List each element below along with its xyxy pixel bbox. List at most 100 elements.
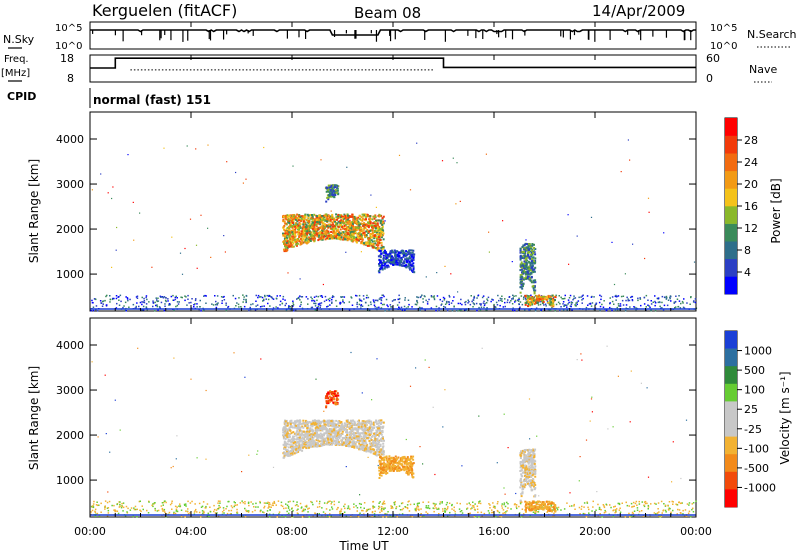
echo-pixel <box>573 295 575 297</box>
echo-pixel <box>304 443 307 446</box>
echo-pixel <box>525 299 527 301</box>
echo-pixel <box>653 512 656 514</box>
echo-pixel <box>263 298 265 301</box>
echo-pixel <box>682 513 684 515</box>
echo-pixel <box>531 258 533 261</box>
echo-pixel <box>658 511 660 513</box>
echo-pixel <box>419 446 421 448</box>
echo-pixel <box>145 296 147 299</box>
echo-pixel <box>610 506 612 509</box>
echo-pixel <box>376 239 379 242</box>
echo-pixel <box>327 232 330 235</box>
echo-pixel <box>572 298 574 301</box>
echo-pixel <box>133 507 135 509</box>
echo-pixel <box>352 224 354 227</box>
echo-pixel <box>531 262 534 265</box>
echo-pixel <box>380 234 383 237</box>
echo-pixel <box>191 500 193 503</box>
echo-pixel <box>359 494 361 496</box>
echo-pixel <box>349 215 352 218</box>
echo-pixel <box>157 300 160 302</box>
echo-pixel <box>663 232 665 234</box>
echo-pixel <box>368 427 371 430</box>
echo-pixel <box>369 301 372 303</box>
echo-pixel <box>503 413 505 415</box>
echo-pixel <box>398 306 400 308</box>
echo-pixel <box>567 299 570 301</box>
echo-pixel <box>228 500 230 503</box>
echo-pixel <box>90 505 93 508</box>
echo-pixel <box>217 502 219 504</box>
echo-pixel <box>169 303 171 305</box>
echo-pixel <box>345 223 347 226</box>
echo-pixel <box>523 277 526 280</box>
echo-pixel <box>381 217 384 220</box>
echo-pixel <box>631 295 633 298</box>
freq-tick-bottom: 8 <box>67 72 74 85</box>
echo-pixel <box>382 238 385 241</box>
echo-pixel <box>174 512 177 515</box>
echo-pixel <box>404 297 406 299</box>
echo-pixel <box>404 252 407 255</box>
echo-pixel <box>321 226 324 228</box>
echo-pixel <box>418 306 421 309</box>
echo-pixel <box>451 508 453 510</box>
echo-pixel <box>282 295 285 298</box>
echo-pixel <box>221 300 223 302</box>
echo-pixel <box>659 305 661 308</box>
echo-pixel <box>654 300 656 303</box>
echo-pixel <box>225 309 228 312</box>
echo-pixel <box>300 303 302 306</box>
echo-pixel <box>459 302 462 305</box>
echo-pixel <box>306 433 309 435</box>
echo-pixel <box>244 502 246 505</box>
echo-pixel <box>330 224 333 227</box>
echo-pixel <box>518 298 520 301</box>
echo-pixel <box>236 508 238 511</box>
echo-pixel <box>645 306 647 308</box>
echo-pixel <box>313 223 316 226</box>
echo-pixel <box>551 300 554 303</box>
echo-pixel <box>459 502 461 505</box>
echo-pixel <box>286 214 289 217</box>
echo-pixel <box>412 269 415 272</box>
echo-pixel <box>184 504 186 506</box>
echo-pixel <box>343 511 346 513</box>
echo-pixel <box>132 515 134 518</box>
echo-pixel <box>170 467 172 469</box>
echo-pixel <box>547 295 550 298</box>
echo-pixel <box>397 262 400 265</box>
echo-pixel <box>290 222 292 225</box>
date-title: 14/Apr/2009 <box>592 2 685 20</box>
echo-pixel <box>368 242 371 245</box>
echo-pixel <box>541 297 544 300</box>
echo-pixel <box>90 309 92 312</box>
echo-pixel <box>307 221 309 224</box>
echo-pixel <box>213 504 215 507</box>
echo-pixel <box>294 215 297 218</box>
echo-pixel <box>580 508 583 510</box>
echo-pixel <box>287 245 290 248</box>
echo-pixel <box>355 240 358 243</box>
echo-pixel <box>394 253 397 256</box>
echo-pixel <box>185 510 187 512</box>
echo-pixel <box>259 306 262 308</box>
echo-pixel <box>603 505 605 507</box>
echo-pixel <box>239 502 242 504</box>
echo-pixel <box>380 236 383 238</box>
echo-pixel <box>664 504 667 507</box>
echo-pixel <box>571 309 573 311</box>
echo-pixel <box>365 230 368 233</box>
echo-pixel <box>175 509 178 512</box>
echo-pixel <box>272 466 275 468</box>
echo-pixel <box>382 257 385 259</box>
echo-pixel <box>381 245 384 248</box>
echo-pixel <box>200 506 203 508</box>
echo-pixel <box>162 510 164 512</box>
echo-pixel <box>585 439 588 441</box>
echo-pixel <box>596 491 598 493</box>
echo-pixel <box>320 295 323 297</box>
echo-pixel <box>508 301 511 304</box>
echo-pixel <box>241 471 243 473</box>
echo-pixel <box>328 500 330 503</box>
